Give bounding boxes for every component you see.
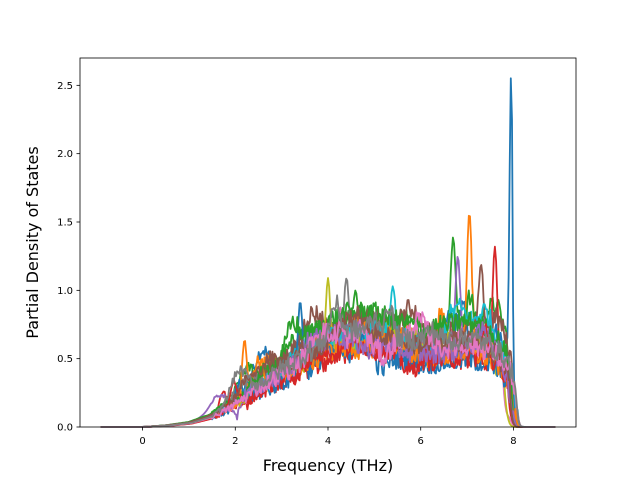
series-layer bbox=[100, 77, 556, 428]
pdos-series-line bbox=[100, 294, 556, 428]
x-tick-label: 2 bbox=[232, 436, 238, 447]
y-tick-label: 0.0 bbox=[57, 423, 73, 434]
y-tick-label: 1.5 bbox=[57, 218, 73, 229]
x-tick-label: 4 bbox=[325, 436, 331, 447]
x-tick-label: 8 bbox=[510, 436, 516, 447]
y-tick-label: 2.0 bbox=[57, 149, 73, 160]
x-axis-label: Frequency (THz) bbox=[263, 456, 393, 475]
ticks-layer: 0 2 4 6 8 0.0 0.5 1.0 1.5 2.0 2.5 bbox=[57, 81, 517, 447]
y-axis-label: Partial Density of States bbox=[23, 146, 42, 338]
y-tick-label: 2.5 bbox=[57, 81, 73, 92]
x-tick-label: 6 bbox=[418, 436, 424, 447]
x-tick-label: 0 bbox=[139, 436, 145, 447]
y-tick-label: 1.0 bbox=[57, 286, 73, 297]
y-tick-label: 0.5 bbox=[57, 354, 73, 365]
